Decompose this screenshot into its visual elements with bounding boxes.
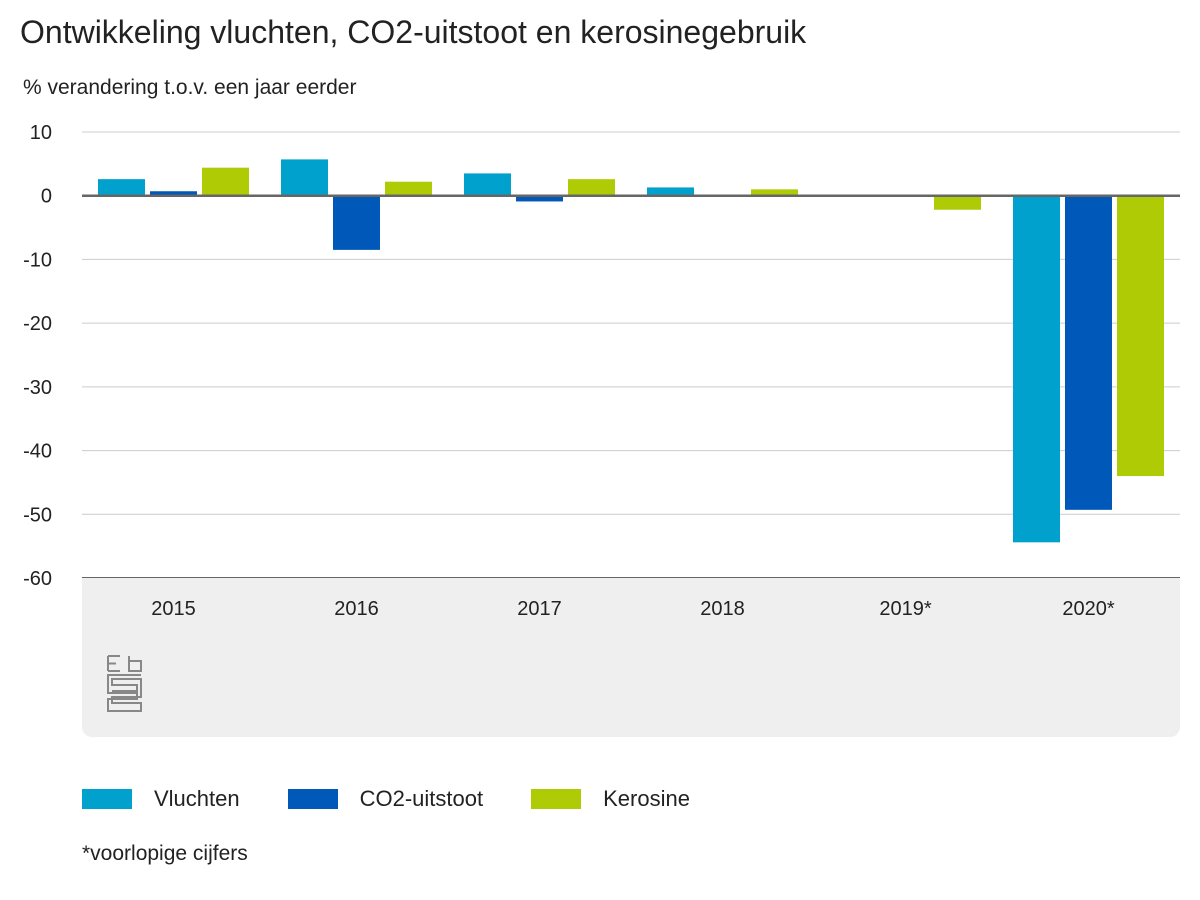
bar-vluchten-2015 [98, 179, 145, 196]
y-tick-label: -60 [23, 568, 52, 590]
y-tick-label: -40 [23, 441, 52, 463]
bar-kerosine-2016 [385, 181, 432, 196]
bar-co2-uitstoot-2020 [1065, 195, 1112, 510]
x-axis-panel [82, 578, 1180, 737]
cbs-logo-icon [107, 655, 142, 712]
bar-co2-uitstoot-2015 [150, 191, 197, 196]
gridlines [82, 131, 1180, 515]
x-tick-label: 2015 [151, 598, 196, 620]
x-tick-labels: 2015 2016 2017 2018 2019* 2020* [151, 598, 1115, 620]
bar-kerosine-2017 [568, 179, 615, 196]
bar-kerosine-2015 [202, 167, 249, 196]
y-tick-label: -10 [23, 249, 52, 271]
y-tick-labels: 10 0 -10 -20 -30 -40 -50 -60 [23, 122, 52, 590]
x-tick-label: 2019* [879, 598, 931, 620]
y-tick-label: -50 [23, 504, 52, 526]
bar-vluchten-2018 [647, 187, 694, 196]
chart-subtitle: % verandering t.o.v. een jaar eerder [23, 76, 357, 99]
bar-kerosine-2020 [1117, 195, 1164, 477]
legend-swatch-co2-uitstoot [287, 789, 338, 809]
legend: Vluchten CO2-uitstoot Kerosine [82, 786, 738, 812]
legend-swatch-vluchten [82, 789, 132, 809]
legend-label-vluchten: Vluchten [154, 786, 240, 811]
legend-item-vluchten: Vluchten [82, 786, 240, 812]
bars [98, 159, 1164, 543]
x-tick-label: 2018 [700, 598, 745, 620]
legend-label-co2-uitstoot: CO2-uitstoot [359, 786, 484, 811]
x-tick-label: 2020* [1062, 598, 1114, 620]
legend-item-kerosine: Kerosine [531, 786, 690, 812]
legend-label-kerosine: Kerosine [603, 786, 690, 811]
legend-item-co2-uitstoot: CO2-uitstoot [287, 786, 484, 812]
bar-vluchten-2016 [281, 159, 328, 196]
bar-vluchten-2020 [1013, 195, 1060, 543]
y-tick-label: -20 [23, 313, 52, 335]
footnote: *voorlopige cijfers [82, 842, 248, 865]
chart-title: Ontwikkeling vluchten, CO2-uitstoot en k… [20, 14, 807, 50]
y-tick-label: -30 [23, 377, 52, 399]
bar-kerosine-2018 [751, 189, 798, 196]
bar-co2-uitstoot-2016 [333, 195, 380, 250]
bar-kerosine-2019 [934, 195, 981, 210]
x-tick-label: 2016 [334, 598, 379, 620]
bar-vluchten-2017 [464, 173, 511, 196]
legend-swatch-kerosine [531, 789, 582, 809]
bar-chart: 100-10-20-30-40-50-60 2015 2016 2017 2018 20… [23, 122, 1180, 737]
x-axis-panel-top [82, 578, 1180, 592]
bar-co2-uitstoot-2017 [516, 195, 563, 202]
y-tick-label: 0 [41, 186, 52, 208]
y-tick-label: 10 [30, 122, 52, 144]
x-tick-label: 2017 [517, 598, 562, 620]
